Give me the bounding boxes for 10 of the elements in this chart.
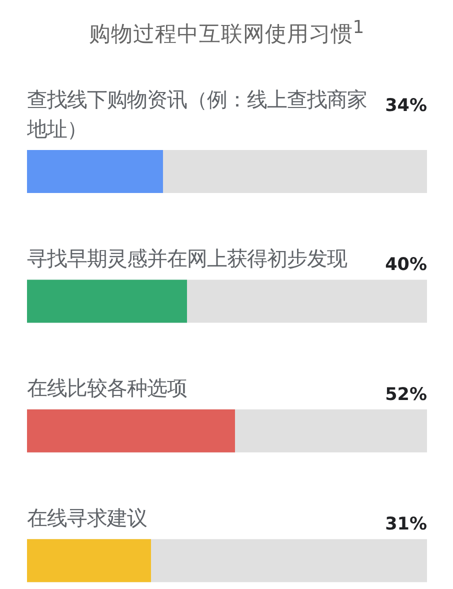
data-label: 31% xyxy=(385,514,427,535)
y-tick-label: 在线寻求建议 xyxy=(27,506,147,530)
chart-title: 购物过程中互联网使用习惯$^{1}$ xyxy=(88,16,366,50)
bar xyxy=(27,539,151,582)
data-label: 34% xyxy=(385,96,427,116)
data-label: 52% xyxy=(385,384,427,405)
y-tick-label: 查找线下购物资讯（例：线上查找商家地址） xyxy=(26,87,367,141)
y-tick-label: 寻找早期灵感并在网上获得初步发现 xyxy=(27,246,347,271)
y-tick-label: 在线比较各种选项 xyxy=(27,376,187,400)
data-label: 40% xyxy=(385,255,427,276)
